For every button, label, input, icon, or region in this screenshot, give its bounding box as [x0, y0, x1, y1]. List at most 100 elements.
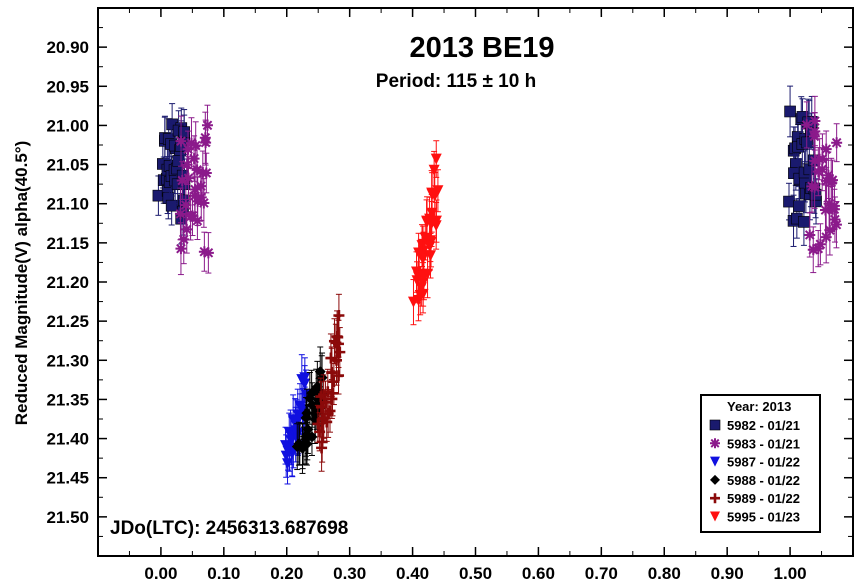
data-point	[292, 427, 304, 439]
series-5995-01-23	[407, 140, 444, 326]
data-point	[198, 197, 210, 209]
legend-label: 5983 - 01/21	[727, 436, 800, 451]
data-point	[826, 174, 838, 186]
legend-item: 5983 - 01/21	[710, 436, 800, 451]
legend-label: 5995 - 01/23	[727, 510, 800, 525]
data-point	[319, 396, 331, 408]
legend-items: 5982 - 01/21 5983 - 01/21 5987 - 01/22 5988…	[709, 418, 800, 525]
legend-label: 5982 - 01/21	[727, 418, 800, 433]
y-tick-label: 21.45	[46, 469, 89, 488]
legend-box	[700, 394, 821, 533]
data-point	[178, 233, 190, 245]
chart-subtitle: Period: 115 ± 10 h	[376, 71, 536, 92]
data-point	[821, 175, 833, 187]
legend-item: 5988 - 01/22	[710, 473, 800, 488]
y-tick-label: 21.20	[46, 273, 89, 292]
x-tick-label: 0.80	[648, 564, 681, 583]
legend-item: 5995 - 01/23	[710, 510, 800, 525]
data-point	[191, 215, 203, 227]
y-tick-label: 21.35	[46, 390, 89, 409]
data-point	[183, 172, 195, 184]
data-point	[180, 199, 192, 211]
legend-item: 5987 - 01/22	[710, 455, 800, 470]
data-point	[182, 143, 194, 155]
data-point	[191, 164, 203, 176]
data-point	[198, 246, 210, 258]
data-point	[798, 216, 810, 228]
data-point	[820, 143, 832, 155]
y-tick-label: 21.30	[46, 351, 89, 370]
data-point	[816, 153, 828, 165]
y-axis-label: Reduced Magnitude(V) alpha(40.5°)	[12, 141, 31, 426]
data-point	[784, 105, 796, 118]
data-point	[429, 190, 441, 202]
data-point	[819, 204, 831, 216]
x-tick-label: 0.10	[207, 564, 240, 583]
x-tick-label: 1.00	[774, 564, 807, 583]
y-tick-label: 20.95	[46, 77, 89, 96]
y-tick-label: 21.15	[46, 234, 89, 253]
data-point	[807, 244, 819, 256]
data-point	[202, 247, 214, 259]
data-point	[809, 181, 821, 193]
data-point	[189, 183, 201, 195]
legend-marker	[710, 493, 720, 504]
series-5989-01-22	[312, 293, 346, 472]
data-point	[200, 167, 212, 179]
data-point	[830, 219, 842, 231]
x-tick-label: 0.30	[333, 564, 366, 583]
data-point	[809, 155, 821, 167]
x-tick-label: 0.70	[585, 564, 618, 583]
data-point	[814, 238, 826, 250]
data-point	[181, 223, 193, 235]
data-point	[812, 166, 824, 178]
x-tick-label: 0.50	[459, 564, 492, 583]
data-point	[823, 198, 835, 210]
data-point	[804, 229, 816, 241]
data-point	[333, 370, 345, 382]
legend-marker	[710, 511, 720, 522]
legend-marker	[709, 419, 721, 431]
data-point	[430, 215, 442, 227]
y-tick-label: 21.00	[46, 116, 89, 135]
data-point	[282, 458, 294, 470]
chart-title: 2013 BE19	[409, 32, 554, 64]
legend-label: 5988 - 01/22	[727, 473, 800, 488]
data-point	[332, 331, 344, 343]
data-point	[812, 243, 824, 255]
data-point	[820, 231, 832, 243]
y-tick-label: 21.10	[46, 195, 89, 214]
data-point	[200, 137, 212, 149]
legend-label: 5989 - 01/22	[727, 491, 800, 506]
y-tick-label: 21.50	[46, 508, 89, 527]
legend-marker	[710, 438, 720, 449]
data-point	[334, 346, 346, 358]
data-point	[174, 208, 186, 220]
x-tick-label: 0.60	[522, 564, 555, 583]
data-point	[188, 153, 200, 165]
legend-item: 5982 - 01/21	[709, 418, 800, 433]
legend-item: 5989 - 01/22	[710, 491, 800, 506]
data-point	[176, 175, 188, 187]
data-point	[294, 400, 306, 412]
data-points	[152, 85, 843, 485]
x-tick-label: 0.20	[270, 564, 303, 583]
data-point	[783, 195, 795, 208]
data-point	[175, 135, 187, 147]
data-point	[195, 191, 207, 203]
series-5982-01-21	[152, 85, 822, 247]
data-point	[181, 159, 193, 171]
data-point	[175, 243, 187, 255]
x-tick-label: 0.90	[711, 564, 744, 583]
epoch-annotation: JDo(LTC): 2456313.687698	[110, 518, 348, 539]
series-5983-01-21	[174, 95, 843, 276]
series-5988-01-22	[291, 346, 328, 474]
y-tick-label: 21.40	[46, 430, 89, 449]
data-point	[185, 137, 197, 149]
data-point	[824, 224, 836, 236]
data-point	[298, 440, 310, 452]
legend-label: 5987 - 01/22	[727, 455, 800, 470]
data-point	[809, 115, 821, 127]
legend: Year: 2013 5982 - 01/21 5983 - 01/21 5987 …	[700, 394, 821, 533]
